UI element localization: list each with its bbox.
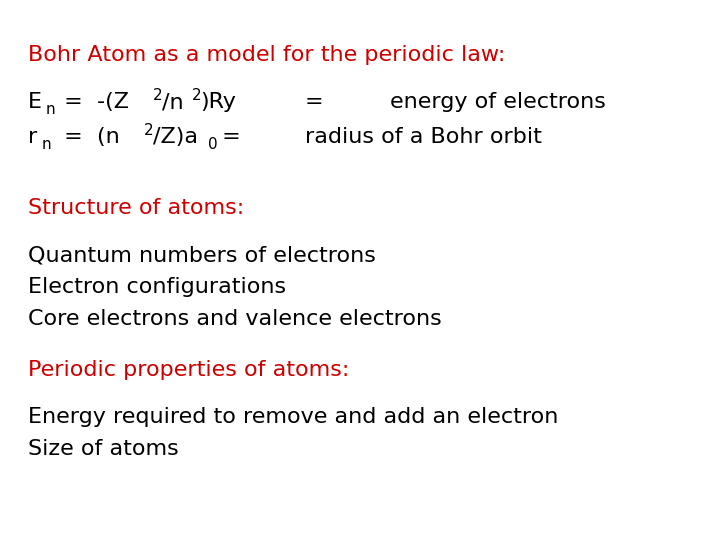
Text: Core electrons and valence electrons: Core electrons and valence electrons <box>28 309 442 329</box>
Text: 2: 2 <box>144 123 153 138</box>
Text: n: n <box>46 102 55 117</box>
Text: =  -(Z: = -(Z <box>57 92 129 112</box>
Text: Electron configurations: Electron configurations <box>28 277 286 297</box>
Text: radius of a Bohr orbit: radius of a Bohr orbit <box>305 127 542 147</box>
Text: Quantum numbers of electrons: Quantum numbers of electrons <box>28 245 376 265</box>
Text: 2: 2 <box>153 88 163 103</box>
Text: Size of atoms: Size of atoms <box>28 439 179 459</box>
Text: Structure of atoms:: Structure of atoms: <box>28 198 244 218</box>
Text: /Z)a: /Z)a <box>153 127 198 147</box>
Text: 2: 2 <box>192 88 202 103</box>
Text: Energy required to remove and add an electron: Energy required to remove and add an ele… <box>28 407 559 427</box>
Text: =  (n: = (n <box>57 127 120 147</box>
Text: Bohr Atom as a model for the periodic law:: Bohr Atom as a model for the periodic la… <box>28 45 505 65</box>
Text: 0: 0 <box>208 137 217 152</box>
Text: )Ry: )Ry <box>200 92 236 112</box>
Text: E: E <box>28 92 42 112</box>
Text: =: = <box>305 92 323 112</box>
Text: /n: /n <box>162 92 184 112</box>
Text: energy of electrons: energy of electrons <box>390 92 606 112</box>
Text: r: r <box>28 127 37 147</box>
Text: n: n <box>42 137 52 152</box>
Text: =: = <box>215 127 240 147</box>
Text: Periodic properties of atoms:: Periodic properties of atoms: <box>28 360 349 380</box>
